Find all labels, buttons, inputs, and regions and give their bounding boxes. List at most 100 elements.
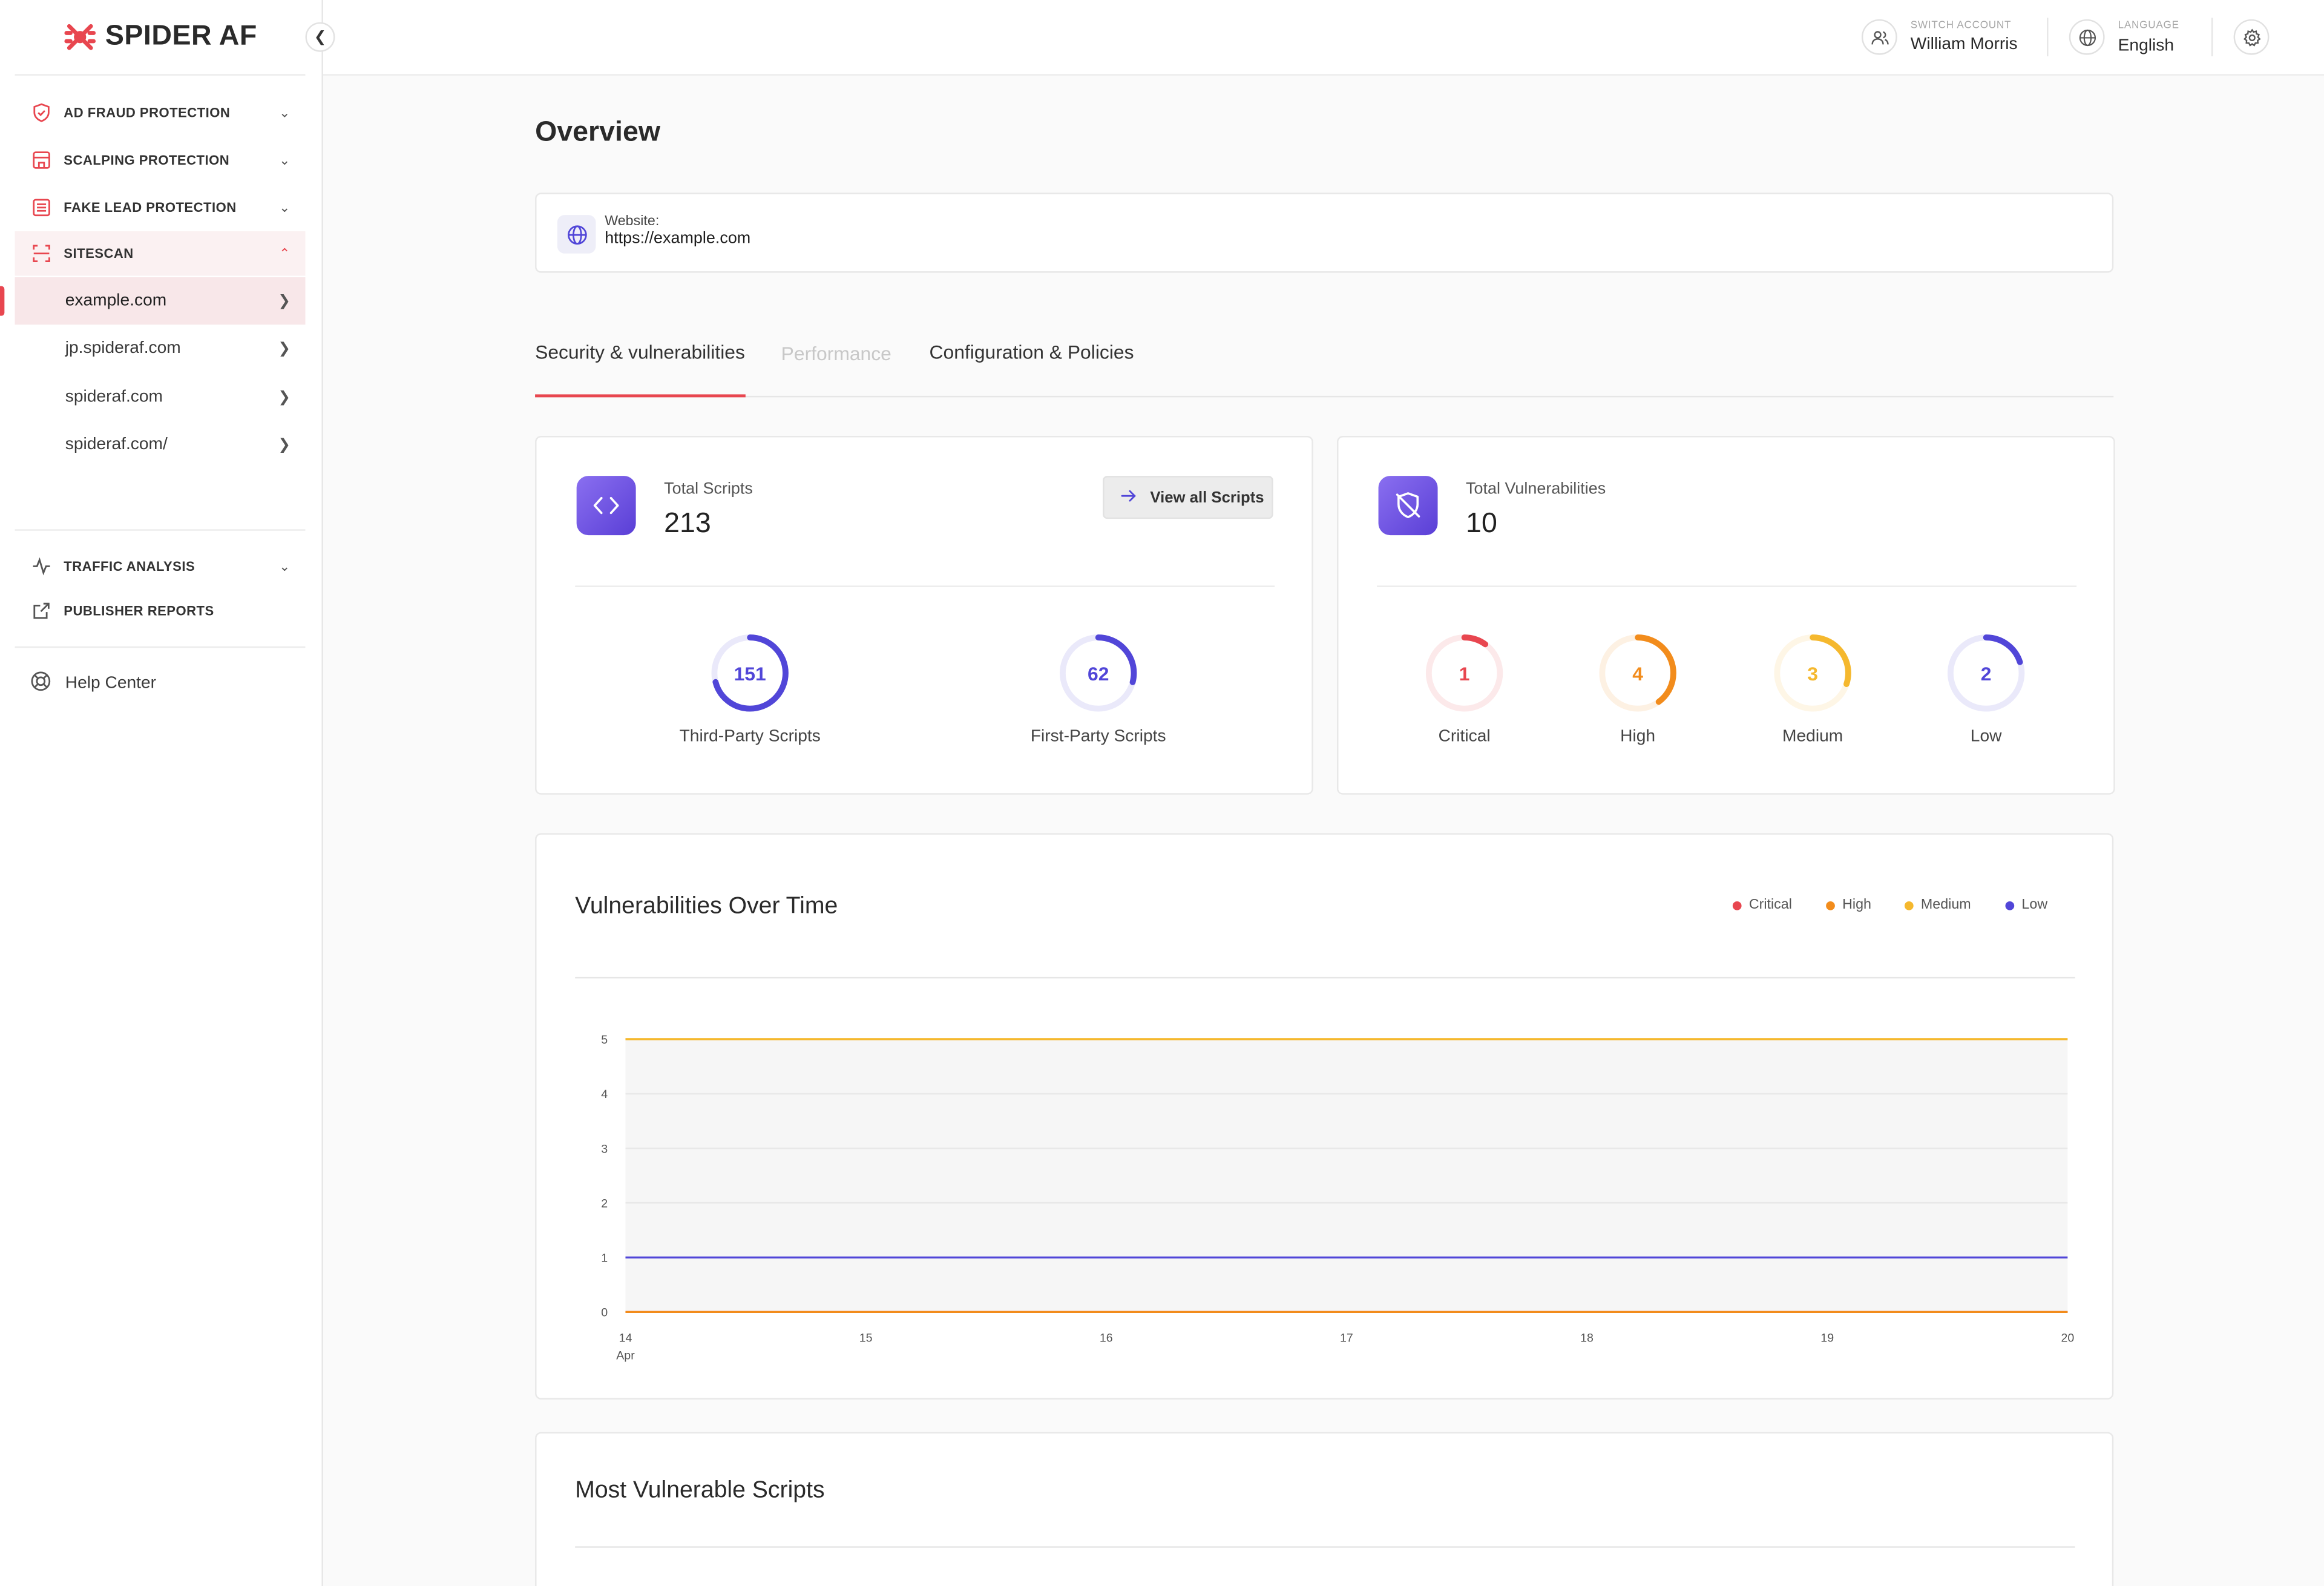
y-tick-label: 5	[601, 1033, 608, 1047]
view-all-scripts-button[interactable]: View all Scripts	[1103, 476, 1273, 519]
nav-label: SCALPING PROTECTION	[64, 153, 230, 168]
ring-graphic	[1774, 634, 1851, 712]
brand-logo[interactable]: SPIDER AF	[64, 21, 257, 53]
legend-item[interactable]: High	[1826, 897, 1871, 913]
legend-label: Low	[2021, 897, 2048, 913]
language-value[interactable]: English	[2118, 37, 2174, 55]
ring-value: 4	[1632, 662, 1643, 685]
most-vulnerable-title: Most Vulnerable Scripts	[575, 1478, 825, 1504]
sidebar-divider	[15, 74, 306, 76]
progress-ring: 1	[1422, 630, 1508, 716]
y-tick-label: 4	[601, 1088, 608, 1101]
chevron-down-icon: ⌄	[278, 104, 290, 120]
chevron-down-icon: ⌄	[278, 558, 290, 573]
chevron-down-icon: ⌄	[278, 152, 290, 167]
legend-label: High	[1842, 897, 1871, 913]
gear-icon[interactable]	[2233, 19, 2270, 55]
nav-label: TRAFFIC ANALYSIS	[64, 559, 195, 574]
brand-name: SPIDER AF	[105, 21, 257, 52]
ring-value: 1	[1459, 662, 1470, 685]
external-link-icon	[30, 600, 52, 622]
total-vulnerabilities-value: 10	[1466, 508, 1497, 540]
site-item-example[interactable]: example.com ❯	[15, 277, 306, 325]
shield-check-icon	[30, 102, 52, 124]
site-label: example.com	[65, 292, 167, 310]
view-all-scripts-label: View all Scripts	[1150, 488, 1264, 507]
site-item-spideraf-slash[interactable]: spideraf.com/ ❯	[15, 421, 305, 469]
legend-item[interactable]: Medium	[1904, 897, 1971, 913]
nav-fake-lead-protection[interactable]: FAKE LEAD PROTECTION ⌄	[15, 185, 305, 229]
website-card: Website: https://example.com	[535, 192, 2114, 273]
ring-label: Critical	[1438, 728, 1491, 746]
topbar-divider	[2211, 18, 2213, 57]
tab-bar: Security & vulnerabilities Performance C…	[535, 329, 2114, 398]
ring-graphic	[1599, 634, 1676, 712]
chevron-right-icon: ❯	[278, 292, 291, 309]
site-item-spideraf[interactable]: spideraf.com ❯	[15, 373, 305, 421]
chevron-right-icon: ❯	[278, 389, 291, 406]
activity-icon	[30, 555, 52, 577]
ring-value: 62	[1087, 662, 1109, 685]
tab-security-vulnerabilities[interactable]: Security & vulnerabilities	[535, 341, 745, 364]
active-tab-indicator	[535, 394, 746, 398]
progress-ring: 2	[1943, 630, 2029, 716]
globe-icon	[557, 215, 596, 254]
ring-graphic	[711, 634, 789, 712]
nav-sitescan[interactable]: SITESCAN ⌃	[15, 231, 306, 276]
ring-graphic	[1060, 634, 1137, 712]
switch-account-caption: SWITCH ACCOUNT	[1910, 21, 2012, 31]
switch-account-value[interactable]: William Morris	[1910, 35, 2018, 54]
ring-value: 151	[734, 662, 766, 685]
x-tick-label: 20	[2061, 1331, 2074, 1344]
vulnerabilities-chart-card: Vulnerabilities Over Time Critical High Me…	[535, 833, 2114, 1400]
ring-fill	[1947, 634, 2025, 712]
legend-dot	[1904, 900, 1914, 910]
scripts-card: Total Scripts 213 View all Scripts 151 Th…	[535, 436, 1313, 795]
most-vulnerable-scripts-card: Most Vulnerable Scripts	[535, 1432, 2114, 1586]
y-tick-label: 2	[601, 1197, 608, 1210]
ring-fill	[1599, 634, 1676, 712]
chevron-right-icon: ❯	[278, 340, 291, 357]
ring-label: Third-Party Scripts	[679, 728, 821, 746]
site-label: spideraf.com	[65, 388, 163, 407]
code-icon	[576, 476, 636, 536]
nav-publisher-reports[interactable]: PUBLISHER REPORTS	[15, 588, 305, 633]
x-tick-label: 19	[1820, 1331, 1834, 1344]
x-tick-label: 16	[1100, 1331, 1113, 1344]
chart-divider	[575, 976, 2075, 979]
card-divider	[575, 1546, 2075, 1548]
tab-performance: Performance	[781, 342, 891, 365]
top-bar: SWITCH ACCOUNT William Morris LANGUAGE E…	[323, 0, 2324, 76]
legend-item[interactable]: Critical	[1732, 897, 1792, 913]
chevron-up-icon: ⌃	[278, 245, 290, 260]
sidebar-collapse-button[interactable]: ❮	[305, 22, 335, 52]
card-divider	[1377, 585, 2077, 587]
chart-title: Vulnerabilities Over Time	[575, 893, 838, 920]
total-scripts-value: 213	[664, 508, 711, 540]
site-item-jp-spideraf[interactable]: jp.spideraf.com ❯	[15, 324, 305, 372]
website-label: Website:	[605, 213, 660, 230]
plot-area	[625, 1039, 2068, 1312]
nav-label: AD FRAUD PROTECTION	[64, 105, 231, 120]
ring-value: 2	[1980, 662, 1992, 685]
total-scripts-label: Total Scripts	[664, 480, 753, 498]
nav-scalping-protection[interactable]: SCALPING PROTECTION ⌄	[15, 138, 305, 182]
legend-item[interactable]: Low	[2005, 897, 2047, 913]
page-title: Overview	[535, 117, 661, 148]
tab-configuration-policies[interactable]: Configuration & Policies	[929, 341, 1134, 364]
y-tick-label: 1	[601, 1252, 608, 1265]
legend-dot	[1826, 900, 1835, 910]
chevron-right-icon: ❯	[278, 436, 291, 453]
help-center-link[interactable]: Help Center	[30, 670, 156, 697]
progress-ring: 151	[707, 630, 793, 716]
language-caption: LANGUAGE	[2118, 21, 2179, 31]
globe-icon[interactable]	[2069, 19, 2105, 55]
nav-ad-fraud-protection[interactable]: AD FRAUD PROTECTION ⌄	[15, 90, 305, 134]
ring-fill	[1425, 634, 1503, 712]
ring-graphic	[1425, 634, 1503, 712]
x-tick-label: 14	[619, 1331, 632, 1344]
nav-traffic-analysis[interactable]: TRAFFIC ANALYSIS ⌄	[15, 544, 305, 588]
scan-icon	[30, 242, 52, 265]
users-icon[interactable]	[1861, 19, 1897, 55]
ring-fill	[1774, 634, 1851, 712]
